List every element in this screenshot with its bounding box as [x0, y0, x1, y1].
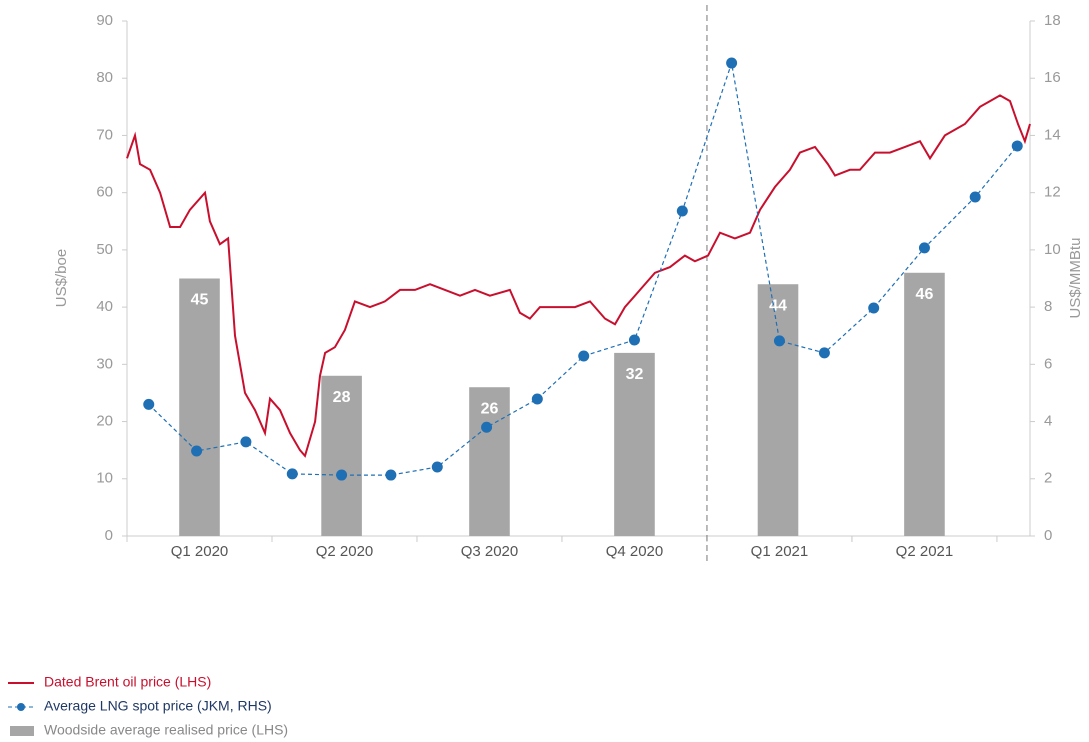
x-tick-label: Q4 2020	[606, 543, 664, 560]
y-tick-label: 30	[96, 355, 113, 372]
y2-tick-label: 6	[1044, 355, 1052, 372]
lng-point	[773, 335, 785, 347]
legend-label: Dated Brent oil price (LHS)	[44, 674, 211, 690]
lng-point	[918, 242, 930, 254]
y2-tick-label: 4	[1044, 413, 1052, 430]
x-tick-label: Q1 2021	[751, 543, 809, 560]
y2-tick-label: 0	[1044, 527, 1052, 544]
bar	[614, 352, 655, 536]
y-tick-label: 50	[96, 241, 113, 258]
lng-point	[143, 398, 155, 410]
lng-point	[240, 436, 252, 448]
y-axis-title: US$/boe	[53, 249, 70, 307]
bar	[904, 272, 945, 536]
lng-point	[969, 191, 981, 203]
lng-point	[868, 302, 880, 314]
y2-tick-label: 10	[1044, 241, 1061, 258]
lng-point	[578, 350, 590, 362]
y-tick-label: 40	[96, 298, 113, 315]
x-tick-label: Q2 2020	[316, 543, 374, 560]
y2-tick-label: 14	[1044, 126, 1061, 143]
y-tick-label: 70	[96, 126, 113, 143]
lng-point	[431, 461, 443, 473]
lng-point	[481, 421, 493, 433]
bar-label: 45	[191, 292, 209, 309]
lng-point	[726, 57, 738, 69]
lng-point	[1011, 140, 1023, 152]
y2-tick-label: 12	[1044, 184, 1061, 201]
legend-swatch	[17, 703, 25, 711]
y-tick-label: 80	[96, 69, 113, 86]
lng-point	[676, 205, 688, 217]
bar-label: 28	[333, 389, 351, 406]
x-tick-label: Q3 2020	[461, 543, 519, 560]
lng-point	[628, 334, 640, 346]
bar-label: 32	[626, 366, 644, 383]
bar	[469, 387, 510, 536]
y2-tick-label: 8	[1044, 298, 1052, 315]
bar	[757, 284, 799, 536]
y-tick-label: 0	[105, 527, 113, 544]
y-tick-label: 10	[96, 470, 113, 487]
lng-point	[385, 469, 397, 481]
x-tick-label: Q1 2020	[171, 543, 229, 560]
legend-label: Average LNG spot price (JKM, RHS)	[44, 698, 272, 714]
bar-label: 26	[481, 400, 499, 417]
y-tick-label: 60	[96, 184, 113, 201]
bar	[321, 375, 362, 536]
lng-point	[191, 445, 203, 457]
bar-label: 46	[916, 286, 934, 303]
y2-tick-label: 16	[1044, 69, 1061, 86]
y2-tick-label: 18	[1044, 12, 1061, 29]
y2-tick-label: 2	[1044, 470, 1052, 487]
lng-point	[531, 393, 543, 405]
legend-label: Woodside average realised price (LHS)	[44, 722, 288, 738]
x-tick-label: Q2 2021	[896, 543, 954, 560]
y-tick-label: 90	[96, 12, 113, 29]
bar	[179, 278, 220, 536]
lng-point	[336, 469, 348, 481]
lng-point	[286, 468, 298, 480]
y-tick-label: 20	[96, 413, 113, 430]
legend-swatch	[10, 726, 34, 736]
y2-axis-title: US$/MMBtu	[1067, 238, 1084, 319]
bar-label: 44	[769, 297, 787, 314]
lng-point	[818, 347, 830, 359]
lng-line	[148, 62, 1018, 476]
brent-line	[126, 94, 1031, 458]
